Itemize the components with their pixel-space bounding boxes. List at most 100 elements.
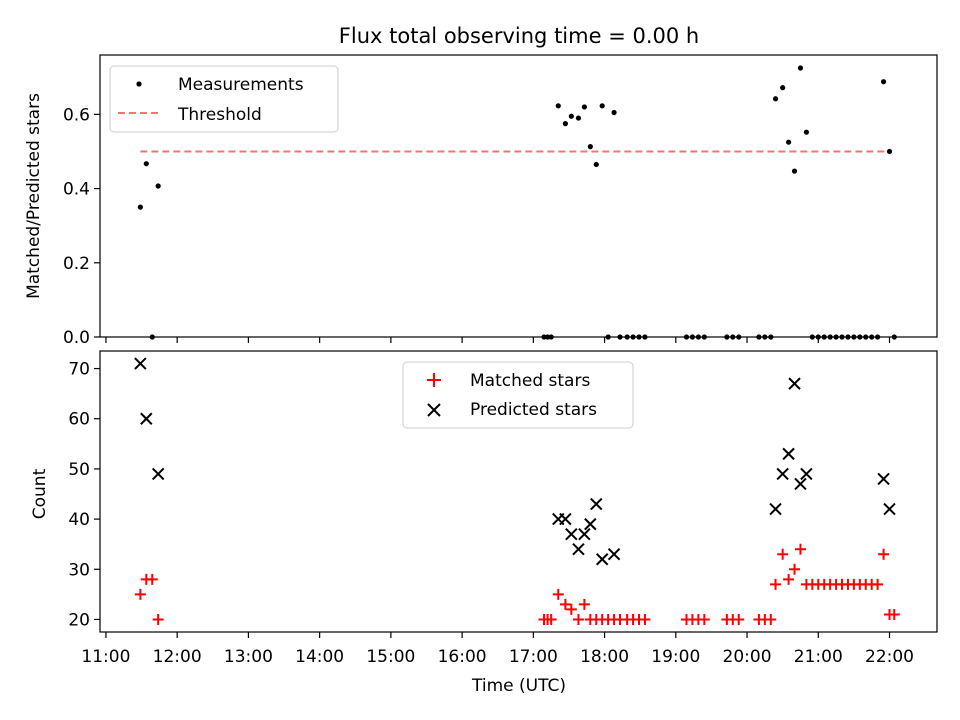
- count-y-tick-label: 70: [68, 360, 90, 380]
- predicted-star-marker: [151, 467, 165, 481]
- measurement-point: [785, 139, 792, 145]
- matched-star-marker: [572, 613, 584, 625]
- ratio-y-tick-label: 0.2: [63, 254, 90, 274]
- predicted-star-marker: [782, 447, 795, 461]
- predicted-star-marker: [877, 472, 890, 486]
- predicted-star-marker: [590, 497, 603, 511]
- x-axis-label: Time (UTC): [471, 676, 566, 696]
- measurement-point: [581, 104, 587, 110]
- count-y-tick-label: 30: [68, 560, 90, 580]
- measurement-point: [886, 148, 893, 155]
- x-tick-label: 16:00: [438, 647, 487, 667]
- legend-measurements-label: Measurements: [178, 75, 304, 95]
- matched-star-marker: [878, 548, 890, 560]
- matched-star-marker: [578, 598, 590, 610]
- count-y-tick-label: 20: [68, 610, 90, 630]
- x-tick-label: 17:00: [509, 647, 558, 667]
- matched-star-marker: [565, 603, 577, 615]
- predicted-star-marker: [595, 553, 609, 566]
- predicted-star-marker: [776, 467, 789, 481]
- predicted-star-marker: [559, 512, 572, 526]
- count-panel: 20 30 40 50 60 70 11:00 12:00 13:00 14:00 15:00 16…: [30, 350, 938, 696]
- predicted-star-marker: [794, 477, 807, 491]
- matched-star-marker: [783, 573, 795, 585]
- matched-star-marker: [152, 613, 164, 625]
- measurement-point: [555, 103, 561, 109]
- count-plot-frame: [99, 350, 938, 633]
- predicted-star-marker: [565, 527, 578, 541]
- matched-star-marker: [559, 598, 571, 610]
- matched-star-marker: [639, 613, 651, 625]
- predicted-star-marker: [788, 377, 801, 390]
- predicted-star-marker: [140, 412, 153, 425]
- ratio-plot-frame: [99, 54, 938, 338]
- ratio-x-axis-ticks: [105, 337, 891, 343]
- measurement-point: [593, 161, 599, 168]
- measurement-point: [791, 168, 798, 174]
- ratio-y-axis-ticks: 0.0 0.2 0.4 0.6: [63, 105, 100, 348]
- matched-stars-markers: [134, 543, 900, 625]
- x-tick-label: 18:00: [580, 647, 629, 667]
- matched-star-marker: [552, 588, 564, 600]
- x-tick-label: 20:00: [723, 647, 772, 667]
- predicted-star-marker: [800, 467, 813, 481]
- predicted-star-marker: [584, 517, 597, 531]
- ratio-y-axis-label: Matched/Predicted stars: [24, 93, 44, 299]
- matched-star-marker: [698, 613, 710, 625]
- ratio-legend-box: [109, 65, 339, 133]
- predicted-star-marker: [769, 502, 782, 516]
- count-legend-box: [402, 361, 634, 429]
- matched-star-marker: [146, 573, 158, 585]
- measurement-point: [880, 79, 887, 85]
- measurement-point: [587, 144, 593, 150]
- ratio-panel: 0.0 0.2 0.4 0.6 Matched/Predicted stars Mea…: [24, 54, 938, 348]
- count-y-axis-ticks: 20 30 40 50 60 70: [68, 360, 100, 630]
- measurement-point: [797, 65, 804, 71]
- x-tick-label: 11:00: [81, 647, 130, 667]
- predicted-stars-markers: [134, 357, 896, 566]
- measurement-point: [137, 204, 143, 210]
- measurement-point: [143, 161, 149, 167]
- matched-star-marker: [888, 608, 900, 620]
- matched-star-marker: [770, 578, 782, 590]
- count-x-axis-ticks: 11:00 12:00 13:00 14:00 15:00 16:00 17:00 18:00…: [81, 632, 914, 667]
- measurement-point: [155, 183, 161, 189]
- measurement-point: [772, 96, 779, 102]
- predicted-star-marker: [883, 502, 896, 516]
- x-tick-label: 21:00: [794, 647, 843, 667]
- measurement-point: [611, 109, 617, 116]
- matched-star-marker: [765, 613, 777, 625]
- x-tick-label: 14:00: [295, 647, 344, 667]
- matched-star-marker: [794, 543, 806, 555]
- legend-measurements-marker: [136, 81, 142, 87]
- x-tick-label: 13:00: [224, 647, 273, 667]
- predicted-star-marker: [572, 542, 585, 556]
- ratio-legend: Measurements Threshold: [109, 65, 339, 133]
- ratio-y-tick-label: 0.4: [63, 180, 90, 200]
- legend-matched-marker: [427, 373, 441, 387]
- measurement-point: [803, 129, 810, 135]
- matched-star-marker: [789, 563, 801, 575]
- x-tick-label: 19:00: [651, 647, 700, 667]
- chart-title: Flux total observing time = 0.00 h: [339, 24, 699, 48]
- predicted-star-marker: [134, 357, 147, 370]
- count-y-axis-label: Count: [30, 468, 50, 519]
- matched-star-marker: [134, 588, 146, 600]
- count-y-tick-label: 60: [68, 410, 90, 430]
- matched-star-marker: [545, 613, 557, 625]
- legend-predicted-marker: [427, 403, 441, 417]
- x-tick-label: 12:00: [153, 647, 202, 667]
- legend-threshold-label: Threshold: [177, 105, 262, 125]
- measurement-point: [575, 115, 582, 121]
- ratio-y-tick-label: 0.6: [63, 105, 90, 125]
- matched-star-marker: [777, 548, 789, 560]
- matched-star-marker: [872, 578, 884, 590]
- count-y-tick-label: 50: [68, 460, 90, 480]
- measurement-point: [562, 121, 568, 127]
- measurement-point: [780, 85, 786, 91]
- predicted-star-marker: [607, 548, 621, 561]
- legend-matched-label: Matched stars: [470, 371, 590, 391]
- count-y-tick-label: 40: [68, 510, 90, 530]
- ratio-y-tick-label: 0.0: [63, 328, 90, 348]
